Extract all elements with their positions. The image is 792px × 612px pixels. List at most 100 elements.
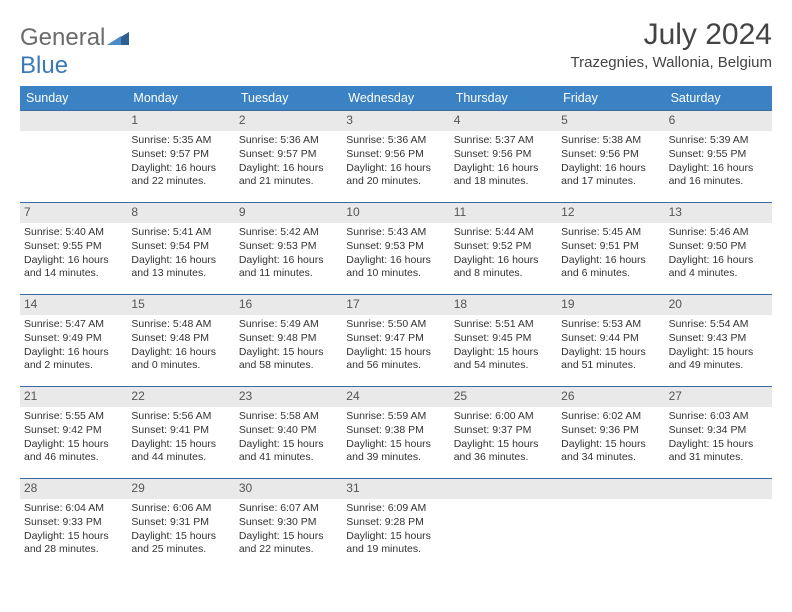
day-cell: 28Sunrise: 6:04 AMSunset: 9:33 PMDayligh… (20, 478, 127, 570)
daylight-text: and 41 minutes. (239, 451, 338, 465)
sunrise-text: Sunrise: 5:41 AM (131, 226, 230, 240)
daylight-text: Daylight: 16 hours (561, 254, 660, 268)
day-cell: 15Sunrise: 5:48 AMSunset: 9:48 PMDayligh… (127, 294, 234, 386)
brand-part2: Blue (20, 52, 68, 79)
daylight-text: Daylight: 16 hours (239, 254, 338, 268)
daylight-text: Daylight: 16 hours (131, 346, 230, 360)
daylight-text: and 44 minutes. (131, 451, 230, 465)
sunset-text: Sunset: 9:53 PM (346, 240, 445, 254)
daylight-text: and 17 minutes. (561, 175, 660, 189)
day-number: 13 (665, 203, 772, 223)
daylight-text: Daylight: 16 hours (131, 162, 230, 176)
daylight-text: Daylight: 16 hours (24, 254, 123, 268)
daylight-text: Daylight: 15 hours (131, 438, 230, 452)
sunset-text: Sunset: 9:31 PM (131, 516, 230, 530)
daylight-text: and 4 minutes. (669, 267, 768, 281)
sunrise-text: Sunrise: 5:47 AM (24, 318, 123, 332)
day-cell: 21Sunrise: 5:55 AMSunset: 9:42 PMDayligh… (20, 386, 127, 478)
sunrise-text: Sunrise: 5:59 AM (346, 410, 445, 424)
calendar-grid: 1Sunrise: 5:35 AMSunset: 9:57 PMDaylight… (20, 110, 772, 570)
day-cell: 31Sunrise: 6:09 AMSunset: 9:28 PMDayligh… (342, 478, 449, 570)
day-number: 21 (20, 387, 127, 407)
day-cell: 30Sunrise: 6:07 AMSunset: 9:30 PMDayligh… (235, 478, 342, 570)
day-number: 16 (235, 295, 342, 315)
day-cell: 2Sunrise: 5:36 AMSunset: 9:57 PMDaylight… (235, 110, 342, 202)
day-number: 9 (235, 203, 342, 223)
sunset-text: Sunset: 9:55 PM (669, 148, 768, 162)
day-cell: 18Sunrise: 5:51 AMSunset: 9:45 PMDayligh… (450, 294, 557, 386)
sunset-text: Sunset: 9:57 PM (239, 148, 338, 162)
day-cell: 19Sunrise: 5:53 AMSunset: 9:44 PMDayligh… (557, 294, 664, 386)
sunrise-text: Sunrise: 5:56 AM (131, 410, 230, 424)
sunset-text: Sunset: 9:28 PM (346, 516, 445, 530)
daylight-text: and 16 minutes. (669, 175, 768, 189)
sunset-text: Sunset: 9:56 PM (454, 148, 553, 162)
sunset-text: Sunset: 9:41 PM (131, 424, 230, 438)
day-number: 8 (127, 203, 234, 223)
sunrise-text: Sunrise: 6:03 AM (669, 410, 768, 424)
daylight-text: Daylight: 15 hours (454, 346, 553, 360)
month-title: July 2024 (571, 18, 772, 52)
sunrise-text: Sunrise: 6:07 AM (239, 502, 338, 516)
empty-cell (665, 478, 772, 570)
daylight-text: Daylight: 16 hours (346, 162, 445, 176)
daylight-text: and 14 minutes. (24, 267, 123, 281)
day-cell: 27Sunrise: 6:03 AMSunset: 9:34 PMDayligh… (665, 386, 772, 478)
day-cell: 8Sunrise: 5:41 AMSunset: 9:54 PMDaylight… (127, 202, 234, 294)
daylight-text: Daylight: 15 hours (561, 438, 660, 452)
day-number: 5 (557, 111, 664, 131)
sunrise-text: Sunrise: 5:36 AM (346, 134, 445, 148)
day-number: 31 (342, 479, 449, 499)
sunrise-text: Sunrise: 5:46 AM (669, 226, 768, 240)
sunset-text: Sunset: 9:43 PM (669, 332, 768, 346)
daylight-text: Daylight: 16 hours (669, 254, 768, 268)
daylight-text: Daylight: 15 hours (669, 438, 768, 452)
sunset-text: Sunset: 9:50 PM (669, 240, 768, 254)
sunrise-text: Sunrise: 6:02 AM (561, 410, 660, 424)
daylight-text: and 46 minutes. (24, 451, 123, 465)
daylight-text: Daylight: 15 hours (24, 530, 123, 544)
day-cell: 11Sunrise: 5:44 AMSunset: 9:52 PMDayligh… (450, 202, 557, 294)
day-cell: 12Sunrise: 5:45 AMSunset: 9:51 PMDayligh… (557, 202, 664, 294)
daylight-text: and 19 minutes. (346, 543, 445, 557)
day-number: 30 (235, 479, 342, 499)
daylight-text: Daylight: 15 hours (239, 346, 338, 360)
day-number: 17 (342, 295, 449, 315)
daylight-text: and 10 minutes. (346, 267, 445, 281)
sunrise-text: Sunrise: 5:44 AM (454, 226, 553, 240)
daylight-text: and 54 minutes. (454, 359, 553, 373)
weekday-header-row: SundayMondayTuesdayWednesdayThursdayFrid… (20, 86, 772, 110)
daylight-text: and 51 minutes. (561, 359, 660, 373)
sunset-text: Sunset: 9:36 PM (561, 424, 660, 438)
weekday-header: Thursday (450, 86, 557, 110)
sunset-text: Sunset: 9:57 PM (131, 148, 230, 162)
day-cell: 26 Sunrise: 6:02 AMSunset: 9:36 PMDayligh… (557, 386, 664, 478)
weekday-header: Wednesday (342, 86, 449, 110)
daylight-text: Daylight: 16 hours (454, 254, 553, 268)
page-header: GeneralBlue July 2024 Trazegnies, Wallon… (20, 18, 772, 80)
sunrise-text: Sunrise: 5:45 AM (561, 226, 660, 240)
sunset-text: Sunset: 9:30 PM (239, 516, 338, 530)
sunrise-text: Sunrise: 5:49 AM (239, 318, 338, 332)
daylight-text: Daylight: 15 hours (346, 530, 445, 544)
daylight-text: and 0 minutes. (131, 359, 230, 373)
day-number (665, 479, 772, 499)
day-number: 26 (557, 387, 664, 407)
day-number: 7 (20, 203, 127, 223)
sunrise-text: Sunrise: 5:53 AM (561, 318, 660, 332)
day-number (557, 479, 664, 499)
weekday-header: Friday (557, 86, 664, 110)
day-number: 3 (342, 111, 449, 131)
daylight-text: and 25 minutes. (131, 543, 230, 557)
day-cell: 10Sunrise: 5:43 AMSunset: 9:53 PMDayligh… (342, 202, 449, 294)
day-cell: 13 Sunrise: 5:46 AMSunset: 9:50 PMDayligh… (665, 202, 772, 294)
daylight-text: Daylight: 15 hours (239, 438, 338, 452)
daylight-text: Daylight: 16 hours (346, 254, 445, 268)
daylight-text: and 21 minutes. (239, 175, 338, 189)
empty-cell (450, 478, 557, 570)
sunset-text: Sunset: 9:56 PM (561, 148, 660, 162)
daylight-text: Daylight: 15 hours (346, 346, 445, 360)
day-number: 19 (557, 295, 664, 315)
day-number: 2 (235, 111, 342, 131)
day-cell: 5Sunrise: 5:38 AMSunset: 9:56 PMDaylight… (557, 110, 664, 202)
